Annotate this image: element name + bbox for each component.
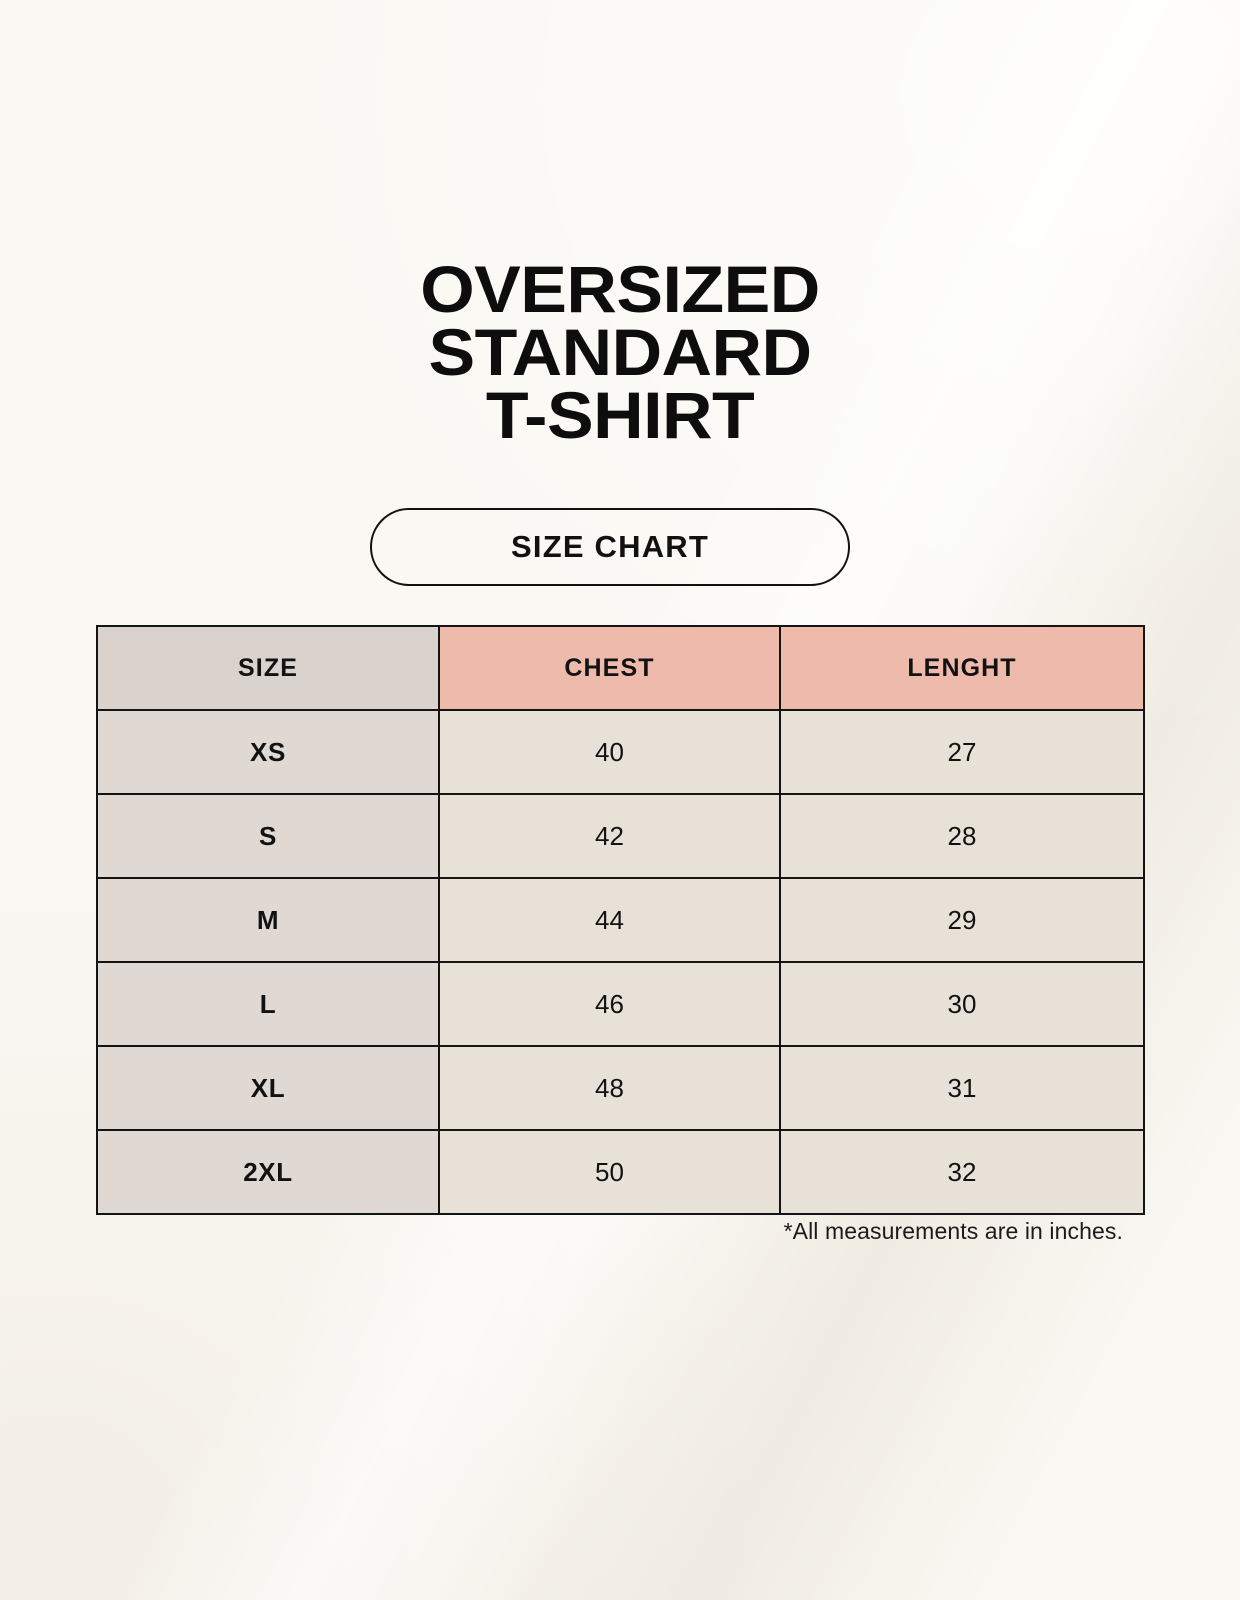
cell-size: L bbox=[96, 961, 440, 1047]
cell-length-value: 30 bbox=[779, 961, 1145, 1047]
column-header-size: SIZE bbox=[96, 625, 440, 711]
cell-chest-value: 50 bbox=[438, 1129, 781, 1215]
cell-chest-value: 46 bbox=[438, 961, 781, 1047]
size-chart-badge: SIZE CHART bbox=[370, 508, 850, 586]
title-line-2: STANDARD bbox=[428, 315, 812, 389]
table-row: XS 40 27 bbox=[96, 709, 1145, 795]
title-line-1: OVERSIZED bbox=[420, 252, 820, 326]
cell-size: 2XL bbox=[96, 1129, 440, 1215]
cell-chest-value: 44 bbox=[438, 877, 781, 963]
cell-chest-value: 40 bbox=[438, 709, 781, 795]
column-header-length: LENGHT bbox=[779, 625, 1145, 711]
table-row: M 44 29 bbox=[96, 877, 1145, 963]
column-header-chest: CHEST bbox=[438, 625, 781, 711]
cell-length-value: 27 bbox=[779, 709, 1145, 795]
table-row: S 42 28 bbox=[96, 793, 1145, 879]
table-header-row: SIZE CHEST LENGHT bbox=[96, 625, 1145, 711]
page-title: OVERSIZED STANDARD T-SHIRT bbox=[0, 252, 1240, 452]
size-chart-badge-label: SIZE CHART bbox=[511, 529, 709, 564]
title-line-3: T-SHIRT bbox=[485, 378, 755, 452]
cell-length-value: 29 bbox=[779, 877, 1145, 963]
cell-size: XS bbox=[96, 709, 440, 795]
table-body: XS 40 27 S 42 28 M 44 29 L 46 30 XL 48 bbox=[96, 709, 1145, 1215]
measurement-units-note: *All measurements are in inches. bbox=[783, 1218, 1123, 1244]
cell-size: S bbox=[96, 793, 440, 879]
size-chart-table: SIZE CHEST LENGHT XS 40 27 S 42 28 M 44 … bbox=[96, 625, 1145, 1215]
cell-length-value: 32 bbox=[779, 1129, 1145, 1215]
cell-chest-value: 42 bbox=[438, 793, 781, 879]
cell-length-value: 28 bbox=[779, 793, 1145, 879]
table-row: 2XL 50 32 bbox=[96, 1129, 1145, 1215]
table-header: SIZE CHEST LENGHT bbox=[96, 625, 1145, 711]
cell-length-value: 31 bbox=[779, 1045, 1145, 1131]
cell-size: M bbox=[96, 877, 440, 963]
cell-size: XL bbox=[96, 1045, 440, 1131]
table-row: L 46 30 bbox=[96, 961, 1145, 1047]
cell-chest-value: 48 bbox=[438, 1045, 781, 1131]
table-row: XL 48 31 bbox=[96, 1045, 1145, 1131]
